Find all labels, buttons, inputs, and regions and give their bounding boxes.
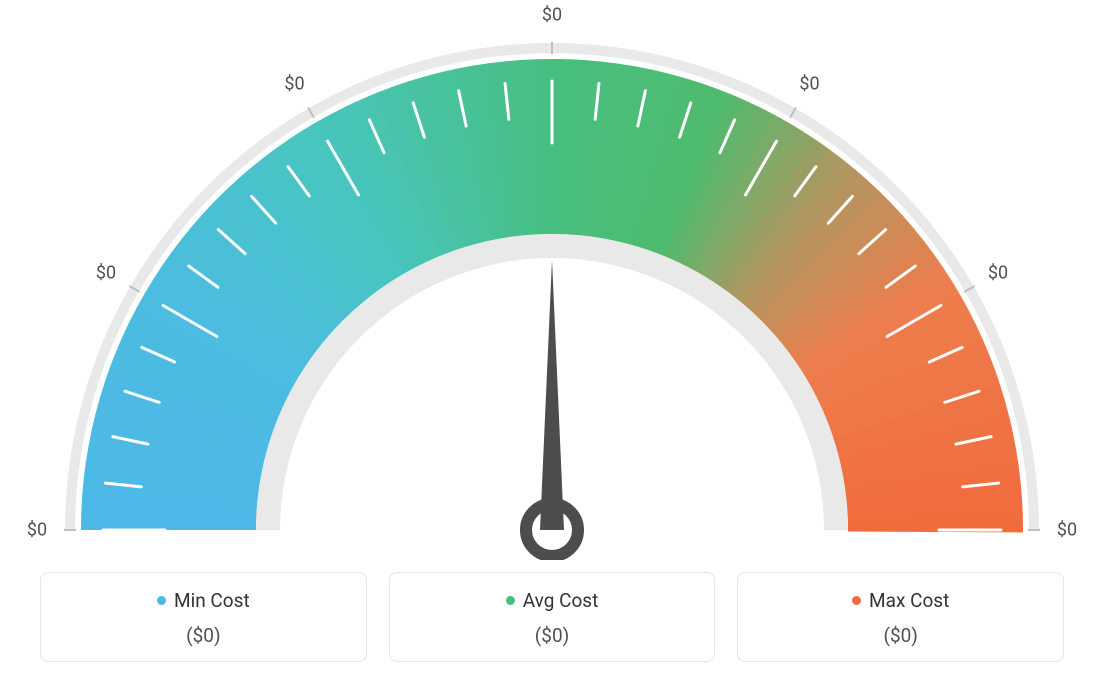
legend-box-min: Min Cost ($0) [40, 572, 367, 662]
legend-value-avg: ($0) [402, 624, 703, 647]
legend-label-max: Max Cost [869, 589, 949, 612]
legend-title-avg: Avg Cost [506, 589, 599, 612]
legend-label-min: Min Cost [174, 589, 250, 612]
gauge-tick-label: $0 [284, 73, 304, 94]
legend-dot-min [157, 596, 166, 605]
gauge-tick-label: $0 [988, 262, 1008, 283]
legend-box-max: Max Cost ($0) [737, 572, 1064, 662]
legend-title-min: Min Cost [157, 589, 250, 612]
legend-value-min: ($0) [53, 624, 354, 647]
legend-value-max: ($0) [750, 624, 1051, 647]
gauge-tick-label: $0 [27, 520, 47, 541]
legend-dot-avg [506, 596, 515, 605]
gauge-tick-label: $0 [1057, 520, 1077, 541]
legend-label-avg: Avg Cost [523, 589, 599, 612]
gauge-tick-label: $0 [96, 262, 116, 283]
gauge-chart: $0 $0 $0 $0 $0 $0 $0 [0, 0, 1104, 560]
gauge-tick-label: $0 [799, 73, 819, 94]
legend-row: Min Cost ($0) Avg Cost ($0) Max Cost ($0… [40, 572, 1064, 662]
gauge-svg [0, 0, 1104, 560]
legend-title-max: Max Cost [852, 589, 949, 612]
legend-dot-max [852, 596, 861, 605]
legend-box-avg: Avg Cost ($0) [389, 572, 716, 662]
gauge-tick-label: $0 [542, 5, 562, 26]
